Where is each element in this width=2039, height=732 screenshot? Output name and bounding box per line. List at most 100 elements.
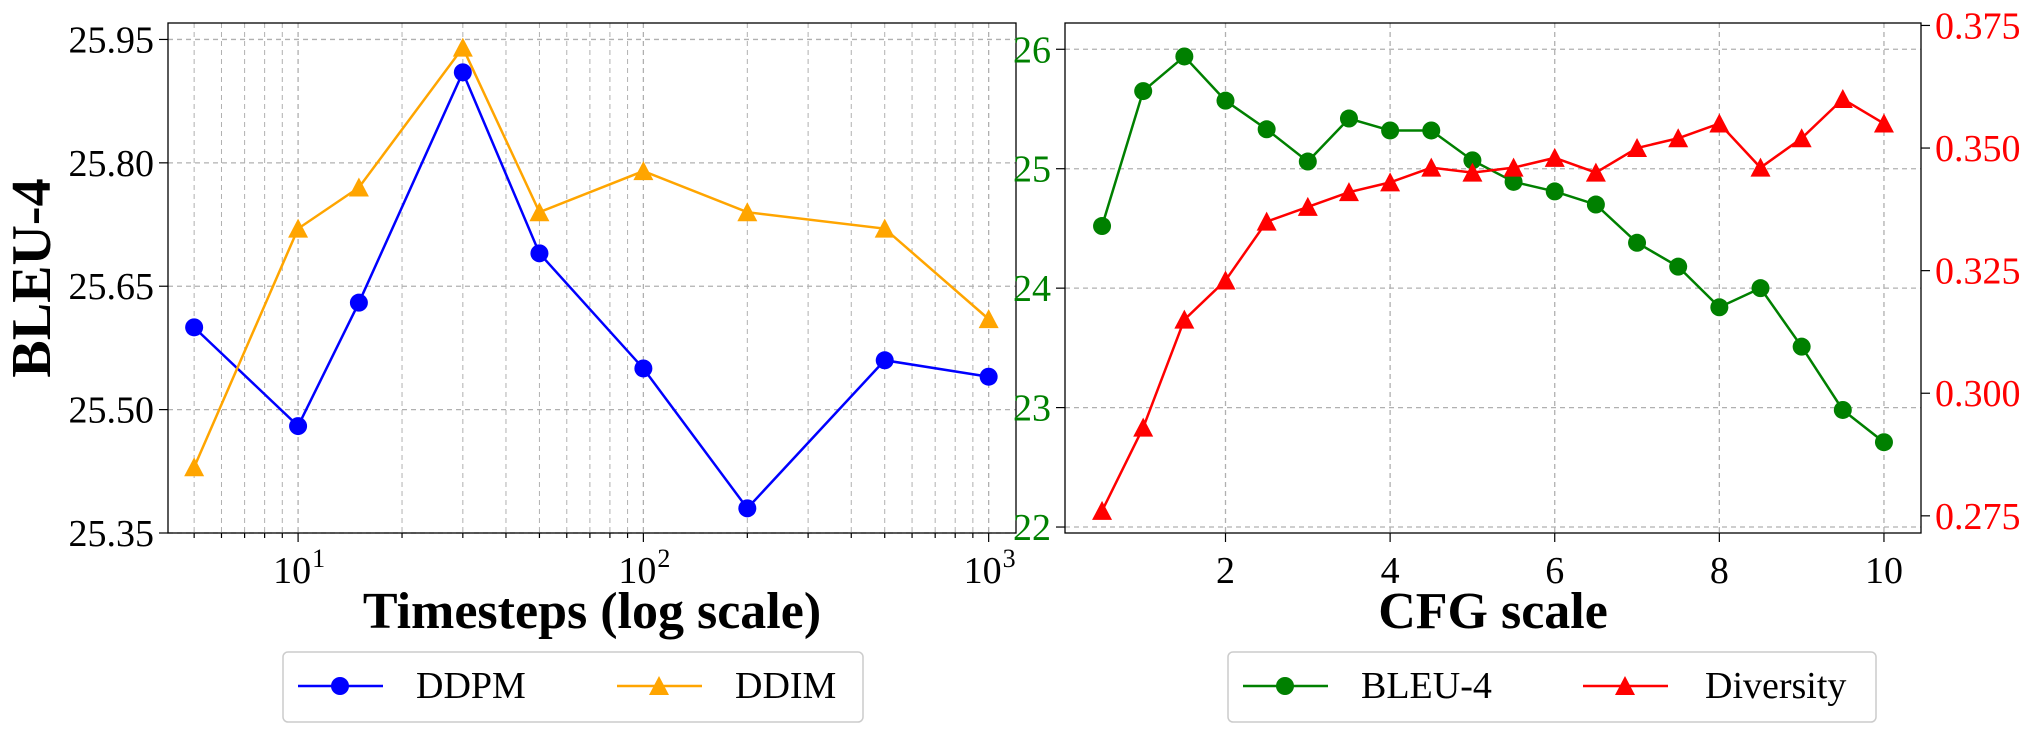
data-point-ddim [737,202,758,222]
x-tick-label: 6 [1545,550,1564,592]
data-point-ddpm [289,417,308,436]
data-point-diversity [1544,147,1565,167]
data-point-bleu-4 [1586,195,1605,214]
right-y-tick-label: 0.275 [1935,496,2021,538]
right-y-tick-label: 0.375 [1935,5,2021,47]
left-legend-box [282,651,864,723]
data-point-diversity [1174,309,1195,329]
data-point-bleu-4 [1710,298,1729,317]
right-chart-frame [1064,22,1922,534]
data-point-ddpm [453,63,472,82]
x-tick-exponent: 3 [1003,544,1016,573]
y-tick-label: 25.50 [69,390,155,432]
data-point-bleu-4 [1257,120,1276,139]
y-tick-label: 25.65 [69,266,155,308]
data-point-diversity [1297,196,1318,216]
data-point-bleu-4 [1216,91,1235,110]
data-point-diversity [1873,113,1894,133]
data-point-ddpm [530,244,549,263]
left-chart-grid [168,23,1016,534]
data-point-diversity [1338,182,1359,202]
left-y-tick-label: 22 [1013,507,1051,549]
data-point-diversity [1462,162,1483,182]
x-tick-label: 8 [1710,550,1729,592]
data-point-bleu-4 [1669,257,1688,276]
data-point-diversity [1380,172,1401,192]
legend-bleu4-marker [1276,677,1294,695]
data-point-bleu-4 [1504,172,1523,191]
left-chart-legend: DDPM DDIM [282,651,864,723]
data-point-ddim [633,161,654,181]
x-tick-label: 10 [964,550,1002,592]
data-point-ddim [184,457,205,477]
right-chart-legend: BLEU-4 Diversity [1227,651,1877,723]
data-point-ddpm [875,351,894,370]
data-point-ddim [288,218,309,238]
right-chart-left-y-ticks: 22 23 24 25 26 [1013,29,1065,549]
right-y-tick-label: 0.325 [1935,251,2021,293]
x-tick-exponent: 2 [657,544,670,573]
data-point-bleu-4 [1093,217,1112,236]
data-point-bleu-4 [1463,151,1482,170]
left-chart-series [184,37,999,518]
data-point-bleu-4 [1792,337,1811,356]
legend-item-diversity: Diversity [1583,665,1846,707]
data-point-diversity [1627,138,1648,158]
data-point-ddpm [979,367,998,386]
data-point-bleu-4 [1545,182,1564,201]
series-line-ddim [192,45,990,468]
right-legend-box [1227,651,1877,723]
left-chart-frame [167,22,1017,534]
x-tick-label: 10 [1865,550,1903,592]
y-tick-label: 25.80 [69,143,155,185]
left-y-tick-label: 25 [1013,149,1051,191]
data-point-bleu-4 [1422,121,1441,140]
data-point-ddim [529,202,550,222]
data-point-bleu-4 [1134,82,1153,101]
left-y-tick-label: 23 [1013,388,1051,430]
data-point-diversity [1092,500,1113,520]
left-chart-y-axis-label: BLEU-4 [1,178,63,377]
legend-item-ddpm: DDPM [298,665,526,707]
data-point-bleu-4 [1874,433,1893,452]
right-chart-grid [1065,23,1921,533]
legend-ddim-marker [649,676,669,695]
data-point-ddim [348,177,369,197]
data-point-bleu-4 [1751,279,1770,298]
left-y-tick-label: 24 [1013,268,1051,310]
legend-diversity-marker [1615,676,1635,695]
legend-bleu4-label: BLEU-4 [1361,665,1492,707]
left-y-tick-label: 26 [1013,29,1051,71]
x-tick-label: 2 [1216,550,1235,592]
legend-ddpm-label: DDPM [416,665,526,707]
right-chart-x-axis-label: CFG scale [1378,583,1608,640]
right-y-tick-label: 0.350 [1935,128,2021,170]
y-tick-label: 25.35 [69,513,155,555]
data-point-ddpm [634,359,653,378]
data-point-diversity [1832,89,1853,109]
data-point-bleu-4 [1339,109,1358,128]
data-point-diversity [1668,128,1689,148]
data-point-bleu-4 [1381,121,1400,140]
data-point-ddpm [185,318,204,337]
left-chart-x-ticks: 10 1 10 2 10 3 [193,533,1016,592]
data-point-ddim [874,218,895,238]
right-y-tick-label: 0.300 [1935,373,2021,415]
series-line-bleu-4 [1100,54,1885,444]
right-chart-series [1092,47,1894,520]
data-point-ddpm [738,499,757,518]
x-tick-label: 10 [273,550,311,592]
left-chart-y-ticks: 25.35 25.50 25.65 25.80 25.95 [69,19,168,555]
x-tick-label: 4 [1381,550,1400,592]
y-tick-label: 25.95 [69,19,155,61]
right-chart-x-ticks: 2 4 6 8 10 [1216,533,1903,592]
data-point-diversity [1256,211,1277,231]
data-point-ddim [452,37,473,57]
bleu-vs-timesteps-chart: 25.35 25.50 25.65 25.80 25.95 10 1 10 2 10 3 BLEU… [1,19,1017,723]
legend-diversity-label: Diversity [1705,665,1846,707]
legend-ddpm-marker [331,677,349,695]
data-point-diversity [1215,270,1236,290]
x-tick-label: 10 [618,550,656,592]
